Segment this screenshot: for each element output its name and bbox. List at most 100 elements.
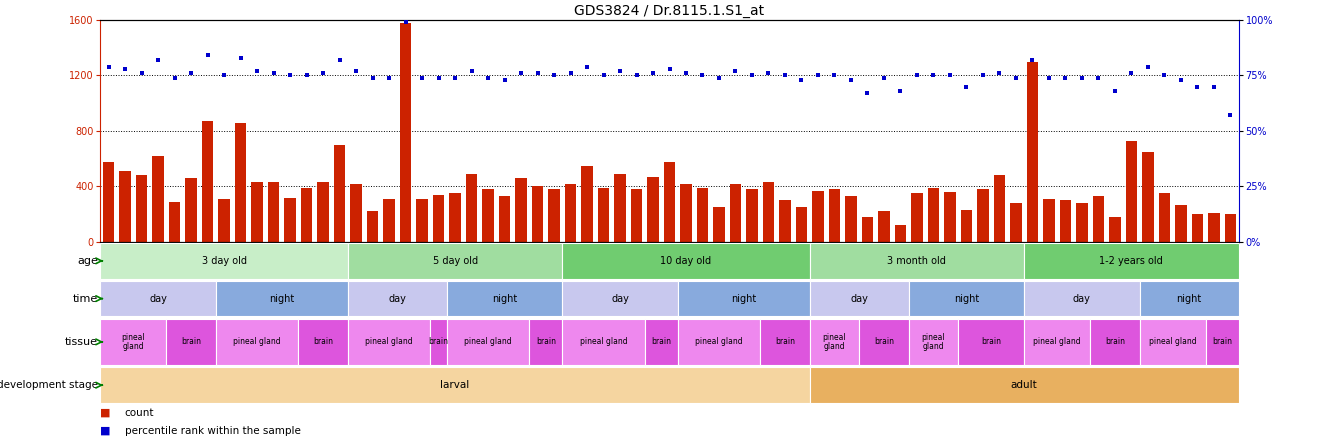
Point: [791, 76, 813, 83]
Title: GDS3824 / Dr.8115.1.S1_at: GDS3824 / Dr.8115.1.S1_at: [574, 4, 765, 18]
Text: brain: brain: [1105, 337, 1125, 346]
Point: [841, 76, 862, 83]
Bar: [977, 189, 988, 242]
Point: [956, 83, 977, 90]
Bar: [119, 171, 131, 242]
Text: pineal
gland: pineal gland: [122, 333, 145, 351]
Bar: [348, 319, 430, 365]
Bar: [860, 319, 909, 365]
Point: [758, 70, 779, 77]
Bar: [1158, 194, 1170, 242]
Bar: [615, 174, 625, 242]
Text: brain: brain: [775, 337, 795, 346]
Text: 10 day old: 10 day old: [660, 256, 711, 266]
Bar: [795, 207, 807, 242]
Text: pineal gland: pineal gland: [695, 337, 743, 346]
Text: day: day: [1073, 293, 1091, 304]
Text: brain: brain: [181, 337, 201, 346]
Text: pineal
gland: pineal gland: [921, 333, 945, 351]
Bar: [482, 189, 494, 242]
Point: [197, 52, 218, 59]
Point: [280, 72, 301, 79]
Bar: [1059, 200, 1071, 242]
Bar: [746, 189, 758, 242]
Bar: [1109, 217, 1121, 242]
Bar: [1176, 205, 1186, 242]
Bar: [529, 319, 562, 365]
Point: [1071, 74, 1093, 81]
Point: [147, 56, 169, 63]
Bar: [1205, 319, 1239, 365]
Text: development stage: development stage: [0, 380, 98, 390]
Bar: [1142, 152, 1154, 242]
Bar: [1208, 213, 1220, 242]
Point: [379, 74, 400, 81]
Point: [889, 87, 911, 95]
Point: [345, 67, 367, 75]
Text: night: night: [491, 293, 517, 304]
Bar: [597, 188, 609, 242]
Point: [625, 72, 647, 79]
Bar: [862, 217, 873, 242]
Text: pineal gland: pineal gland: [465, 337, 511, 346]
Point: [1220, 112, 1241, 119]
Point: [1038, 74, 1059, 81]
Bar: [678, 281, 810, 316]
Point: [1154, 72, 1176, 79]
Text: pineal gland: pineal gland: [1149, 337, 1197, 346]
Point: [1006, 74, 1027, 81]
Point: [98, 63, 119, 70]
Text: age: age: [78, 256, 98, 266]
Point: [114, 65, 135, 72]
Point: [1121, 70, 1142, 77]
Bar: [1024, 319, 1090, 365]
Bar: [696, 188, 708, 242]
Point: [461, 67, 482, 75]
Bar: [960, 210, 972, 242]
Bar: [218, 199, 230, 242]
Text: brain: brain: [1212, 337, 1232, 346]
Text: 3 month old: 3 month old: [888, 256, 947, 266]
Bar: [562, 281, 678, 316]
Point: [510, 70, 532, 77]
Bar: [779, 200, 791, 242]
Bar: [333, 145, 345, 242]
Bar: [299, 319, 348, 365]
Point: [163, 74, 185, 81]
Text: count: count: [125, 408, 154, 418]
Text: brain: brain: [536, 337, 556, 346]
Bar: [447, 319, 529, 365]
Bar: [202, 121, 213, 242]
Bar: [878, 211, 889, 242]
Bar: [994, 175, 1006, 242]
Bar: [581, 166, 593, 242]
Bar: [548, 189, 560, 242]
Bar: [810, 368, 1239, 403]
Point: [362, 74, 383, 81]
Bar: [911, 194, 923, 242]
Point: [312, 70, 333, 77]
Point: [576, 63, 597, 70]
Bar: [383, 199, 395, 242]
Bar: [400, 23, 411, 242]
Point: [544, 72, 565, 79]
Text: adult: adult: [1011, 380, 1038, 390]
Bar: [928, 188, 939, 242]
Bar: [216, 281, 348, 316]
Bar: [1139, 319, 1205, 365]
Point: [181, 70, 202, 77]
Point: [560, 70, 581, 77]
Point: [643, 70, 664, 77]
Point: [296, 72, 317, 79]
Bar: [216, 319, 299, 365]
Text: night: night: [269, 293, 295, 304]
Bar: [714, 207, 724, 242]
Bar: [135, 175, 147, 242]
Text: brain: brain: [428, 337, 449, 346]
Bar: [959, 319, 1024, 365]
Point: [1105, 87, 1126, 95]
Text: percentile rank within the sample: percentile rank within the sample: [125, 426, 300, 436]
Bar: [645, 319, 678, 365]
Bar: [1225, 214, 1236, 242]
Bar: [829, 189, 841, 242]
